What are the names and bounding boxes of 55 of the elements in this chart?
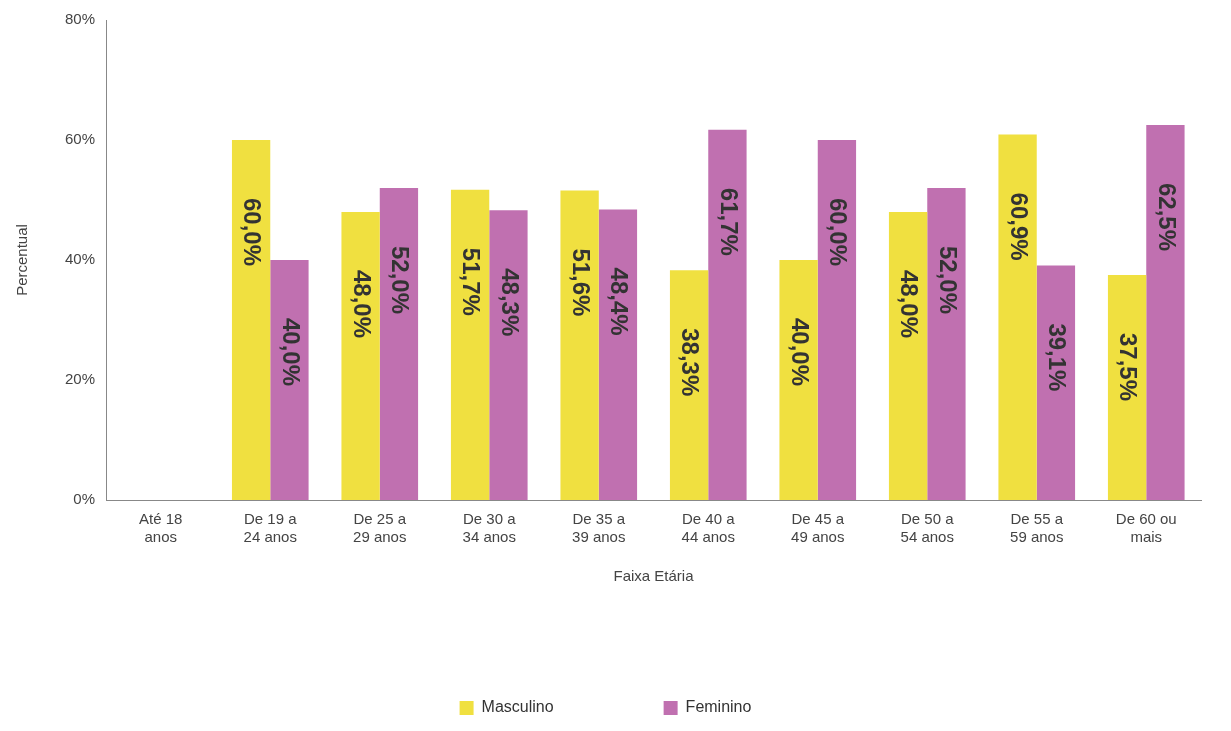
y-tick-label: 20% xyxy=(64,370,96,388)
bar xyxy=(817,140,857,500)
y-tick-label: 60% xyxy=(64,130,96,148)
data-label: 62,5% xyxy=(1153,183,1181,252)
x-tick-label: De 19 a 24 anos xyxy=(243,510,298,546)
y-tick-label: 0% xyxy=(73,490,96,508)
x-tick-label: De 45 a 49 anos xyxy=(791,510,845,546)
x-tick-label: De 50 a 54 anos xyxy=(900,510,955,546)
x-tick-label: De 60 ou mais xyxy=(1115,510,1177,546)
bar xyxy=(708,129,747,500)
bar xyxy=(779,260,818,500)
data-label: 38,3% xyxy=(677,328,705,397)
legend-label: Feminino xyxy=(685,698,752,716)
data-label: 39,1% xyxy=(1044,323,1072,392)
bar xyxy=(998,134,1037,500)
bar xyxy=(379,188,419,500)
data-label: 48,3% xyxy=(496,268,524,337)
y-tick-label: 80% xyxy=(64,10,96,28)
legend-label: Masculino xyxy=(481,698,554,716)
bar xyxy=(1146,125,1185,500)
bar xyxy=(270,260,309,500)
bar xyxy=(560,190,599,500)
data-label: 60,0% xyxy=(239,198,267,267)
bar xyxy=(231,140,271,500)
data-label: 52,0% xyxy=(934,246,962,315)
data-label: 48,0% xyxy=(896,270,924,339)
x-tick-label: De 55 a 59 anos xyxy=(1010,510,1064,546)
data-label: 48,0% xyxy=(348,270,376,339)
bar xyxy=(927,188,966,500)
data-label: 37,5% xyxy=(1115,333,1143,402)
bar xyxy=(598,209,638,500)
bar xyxy=(1036,265,1076,500)
data-label: 51,7% xyxy=(458,247,486,316)
bar xyxy=(1107,275,1147,500)
data-label: 40,0% xyxy=(277,318,305,387)
data-label: 61,7% xyxy=(715,187,743,256)
bar xyxy=(489,210,528,500)
bar xyxy=(669,270,709,500)
data-label: 40,0% xyxy=(786,318,814,387)
data-label: 51,6% xyxy=(567,248,595,317)
x-tick-label: De 35 a 39 anos xyxy=(572,510,626,546)
x-tick-label: De 30 a 34 anos xyxy=(462,510,517,546)
x-tick-label: De 40 a 44 anos xyxy=(681,510,736,546)
bar xyxy=(341,212,380,500)
y-axis-title: Percentual xyxy=(13,224,31,296)
data-label: 52,0% xyxy=(387,246,415,315)
x-tick-label: Até 18 anos xyxy=(139,510,183,546)
data-label: 48,4% xyxy=(606,267,634,336)
x-tick-label: De 25 a 29 anos xyxy=(353,510,407,546)
bar xyxy=(888,212,928,500)
data-label: 60,9% xyxy=(1005,192,1033,261)
y-tick-label: 40% xyxy=(64,250,96,268)
data-label: 60,0% xyxy=(825,198,853,267)
bar xyxy=(450,189,490,500)
x-axis-title: Faixa Etária xyxy=(613,567,695,585)
